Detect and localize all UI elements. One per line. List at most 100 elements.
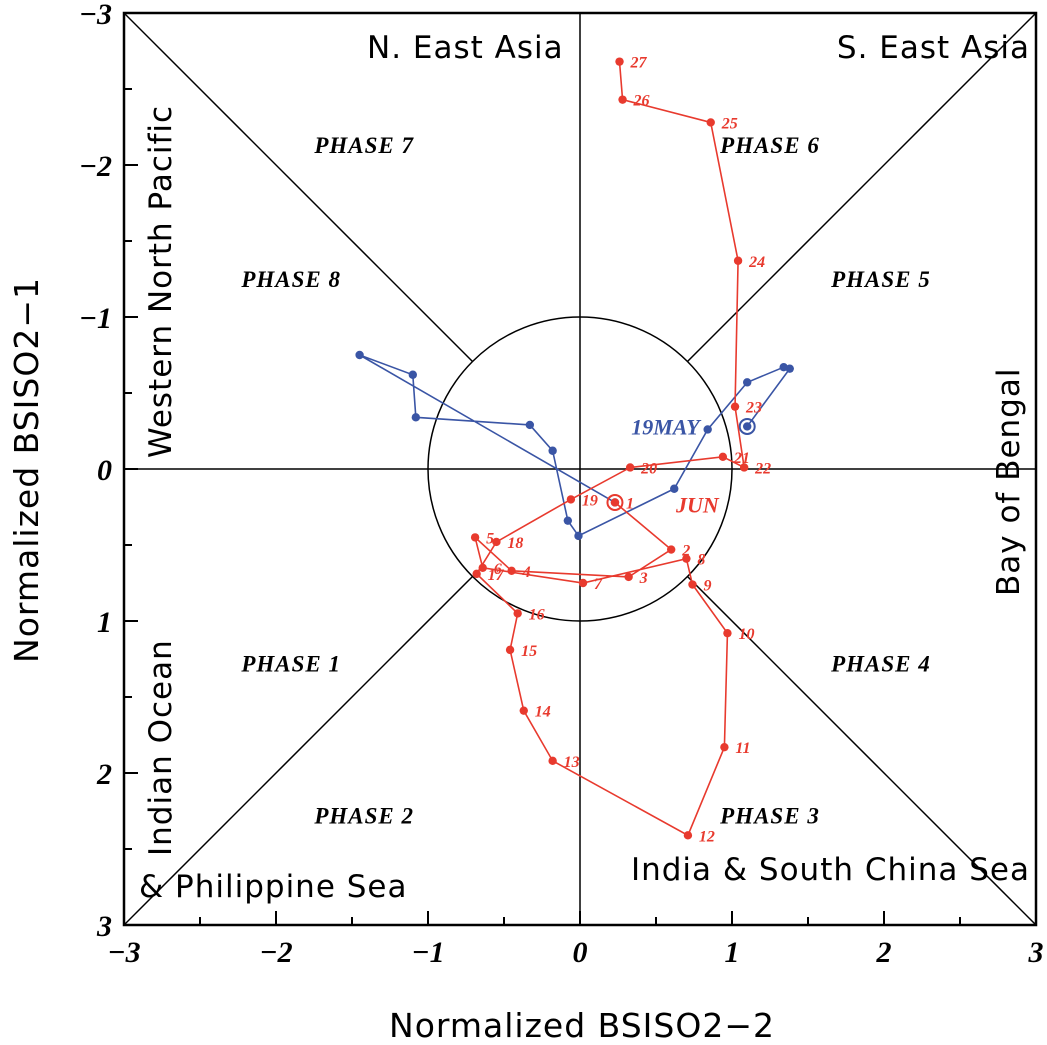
series-point xyxy=(408,370,417,379)
series-point xyxy=(682,554,691,563)
series-point xyxy=(779,362,788,372)
day-label: 22 xyxy=(754,460,771,477)
series-point xyxy=(667,545,676,554)
start-marker-center xyxy=(743,422,751,430)
series-point xyxy=(706,118,715,127)
day-label: 23 xyxy=(745,400,762,417)
y-tick-label: 0 xyxy=(97,454,112,487)
series-point xyxy=(670,484,679,493)
series-point xyxy=(720,742,729,752)
series-point xyxy=(492,537,501,547)
series-point xyxy=(703,425,712,434)
y-tick-label: −3 xyxy=(79,0,112,31)
series-point xyxy=(615,57,624,66)
day-label: 14 xyxy=(535,704,551,721)
y-axis-label: Normalized BSISO2−1 xyxy=(7,277,46,663)
day-label: 15 xyxy=(521,643,537,660)
series-point xyxy=(733,256,743,265)
day-label: 4 xyxy=(522,564,531,581)
series-point xyxy=(730,402,740,411)
series-point xyxy=(355,350,364,360)
series-point xyxy=(548,446,557,455)
phase-label: PHASE 4 xyxy=(830,652,931,677)
region-label-indian-ocean: Indian Ocean xyxy=(143,639,179,856)
day-label: 17 xyxy=(488,567,505,584)
series-point xyxy=(513,609,522,618)
day-label: 7 xyxy=(594,576,603,593)
series-point xyxy=(566,495,576,504)
x-axis-label: Normalized BSISO2−2 xyxy=(389,1006,775,1045)
y-tick-label: −1 xyxy=(79,302,112,335)
phase-label: PHASE 7 xyxy=(313,133,414,158)
region-label-bay-of-bengal: Bay of Bengal xyxy=(991,368,1027,596)
region-label-philippine-sea: & Philippine Sea xyxy=(139,869,408,905)
label-layer: PHASE 1 PHASE 2 PHASE 3 PHASE 4 PHASE 5 PHASE… xyxy=(139,30,1030,905)
x-tick-label: 2 xyxy=(876,936,892,969)
series-point xyxy=(618,95,627,104)
phase-label: PHASE 6 xyxy=(719,133,820,158)
series-point xyxy=(505,645,515,655)
day-label: 21 xyxy=(733,450,750,467)
x-tick-label: −3 xyxy=(107,936,140,969)
y-tick-label: 3 xyxy=(96,910,112,943)
x-tick-label: 1 xyxy=(725,936,740,969)
phase-label: PHASE 3 xyxy=(719,804,820,829)
day-label: 25 xyxy=(721,115,738,132)
phase-label: PHASE 8 xyxy=(240,267,341,292)
series-line-jun xyxy=(473,61,746,837)
series-point xyxy=(519,706,528,715)
region-label-ne-asia: N. East Asia xyxy=(367,30,564,66)
series-point xyxy=(525,420,535,430)
diagonal-line xyxy=(686,575,1037,926)
region-label-wnp: Western North Pacific xyxy=(143,105,179,458)
diagonal-line xyxy=(686,12,1037,363)
diagonal-line xyxy=(123,12,474,363)
series-point xyxy=(574,531,583,541)
series-point xyxy=(624,572,633,582)
day-label: 20 xyxy=(640,460,657,477)
series-point xyxy=(723,628,732,638)
day-label: 27 xyxy=(630,55,648,72)
series-point xyxy=(683,831,693,840)
day-label: 13 xyxy=(564,754,580,771)
start-marker xyxy=(606,493,624,511)
series-point xyxy=(548,756,557,766)
x-tick-label: −2 xyxy=(259,936,292,969)
series-point xyxy=(578,578,588,588)
x-tick-label: 0 xyxy=(573,936,588,969)
series-point xyxy=(507,566,516,576)
series-point xyxy=(470,533,480,542)
series-point xyxy=(478,563,487,572)
diagonal-line xyxy=(123,575,474,926)
day-label: 5 xyxy=(486,530,494,547)
region-label-se-asia: S. East Asia xyxy=(837,30,1030,66)
x-tick-label: 3 xyxy=(1028,936,1044,969)
day-label: 18 xyxy=(507,535,523,552)
day-label: 9 xyxy=(703,578,711,595)
start-date-label: 19MAY xyxy=(631,414,702,439)
series-line-may xyxy=(359,354,792,537)
phase-label: PHASE 2 xyxy=(313,804,414,829)
series-point xyxy=(718,452,728,462)
series-point xyxy=(688,580,697,589)
day-label: 24 xyxy=(748,254,765,271)
y-tick-label: 2 xyxy=(96,758,112,791)
series-point xyxy=(563,516,573,525)
series-point xyxy=(472,569,481,579)
x-tick-label: −1 xyxy=(411,936,444,969)
series-point xyxy=(739,463,749,472)
day-label: 8 xyxy=(697,552,705,569)
start-date-label: JUN xyxy=(675,492,720,517)
day-label: 6 xyxy=(494,561,502,578)
unit-circle xyxy=(427,316,733,622)
day-label: 26 xyxy=(633,93,650,110)
day-label: 3 xyxy=(639,570,648,587)
phase-label: PHASE 5 xyxy=(830,267,931,292)
day-label: 16 xyxy=(529,606,545,623)
start-marker xyxy=(738,417,756,435)
series-point xyxy=(411,413,421,422)
series-point xyxy=(625,463,635,472)
series-point xyxy=(743,378,752,387)
day-label: 12 xyxy=(699,828,715,845)
